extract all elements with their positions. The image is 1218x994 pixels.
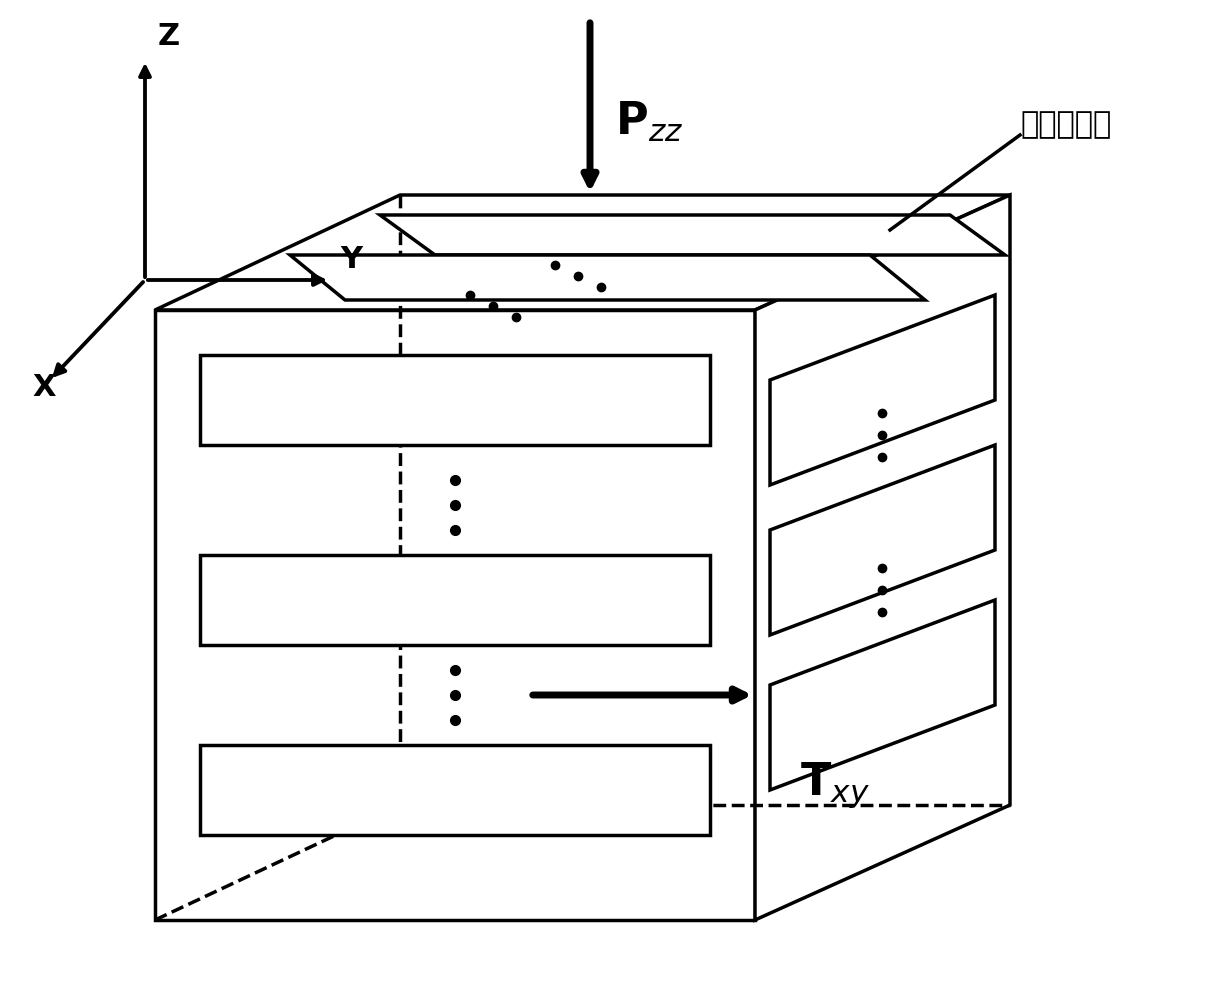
Bar xyxy=(200,355,710,445)
Polygon shape xyxy=(155,310,755,920)
Polygon shape xyxy=(155,195,1010,310)
Text: Y: Y xyxy=(340,245,362,274)
Polygon shape xyxy=(290,255,924,300)
Text: 压敏传感片: 压敏传感片 xyxy=(1019,110,1111,139)
Polygon shape xyxy=(770,295,995,485)
Text: $\mathbf{T}_{xy}$: $\mathbf{T}_{xy}$ xyxy=(800,760,870,810)
Text: $\mathbf{P}_{zz}$: $\mathbf{P}_{zz}$ xyxy=(615,100,683,144)
Text: Z: Z xyxy=(158,22,180,51)
Bar xyxy=(200,745,710,835)
Bar xyxy=(200,555,710,645)
Polygon shape xyxy=(755,195,1010,920)
Polygon shape xyxy=(770,445,995,635)
Text: X: X xyxy=(32,373,56,402)
Polygon shape xyxy=(770,600,995,790)
Polygon shape xyxy=(380,215,1005,255)
